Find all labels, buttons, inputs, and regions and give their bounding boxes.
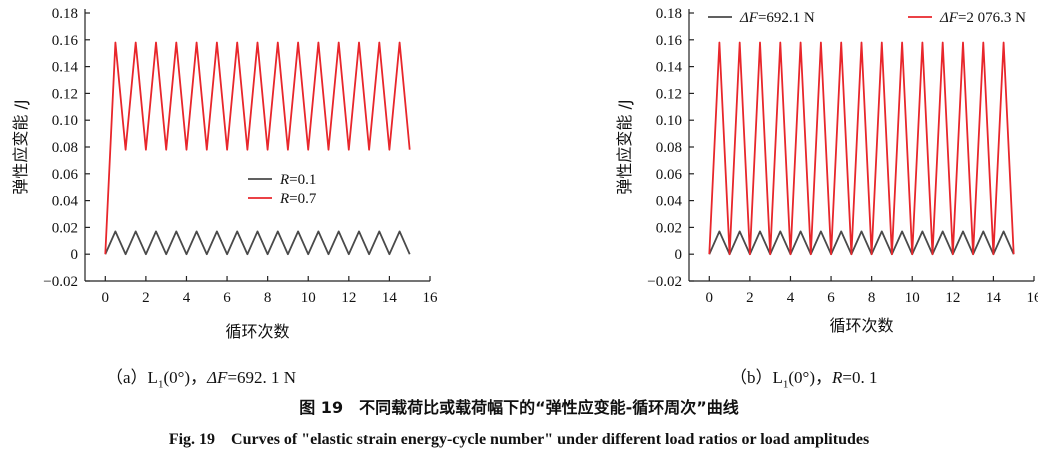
y-tick-label: 0.10 <box>656 113 682 129</box>
subcaption-b-value: =0. 1 <box>842 368 878 387</box>
x-tick-label: 2 <box>142 290 150 306</box>
subcaption-a-value: =692. 1 N <box>227 368 297 387</box>
y-tick-label: 0.14 <box>52 60 79 76</box>
subcaption-b-variable: R <box>832 368 843 387</box>
series-line-1 <box>708 230 1015 256</box>
x-tick-label: 0 <box>706 290 714 306</box>
legend-label-1: R=0.1 <box>279 172 316 188</box>
figure-caption-chinese: 图 19 不同载荷比或载荷幅下的“弹性应变能-循环周次”曲线 <box>299 398 739 417</box>
y-tick-label: 0.06 <box>656 167 683 183</box>
subcaption-a-variable: ΔF <box>207 368 228 387</box>
x-tick-label: 2 <box>746 290 754 306</box>
y-tick-label: −0.02 <box>43 274 78 290</box>
x-axis-title: 循环次数 <box>829 316 893 335</box>
x-tick-label: 0 <box>102 290 110 306</box>
y-tick-label: 0.08 <box>656 140 682 156</box>
subcaption-b-subscript: 1 <box>782 378 789 391</box>
subcaption-a-prefix: （a）L <box>106 368 158 387</box>
y-tick-label: 0.02 <box>656 220 682 236</box>
series-line-2 <box>708 41 1015 256</box>
legend-label-2: ΔF=2 076.3 N <box>939 10 1026 26</box>
y-axis-title: 弹性应变能 /J <box>11 99 30 194</box>
x-tick-label: 4 <box>787 290 795 306</box>
legend-label-1: ΔF=692.1 N <box>739 10 815 26</box>
x-tick-label: 14 <box>382 290 398 306</box>
y-tick-label: 0.04 <box>52 194 79 210</box>
x-tick-label: 10 <box>301 290 316 306</box>
x-tick-label: 16 <box>423 290 439 306</box>
y-tick-label: 0.12 <box>656 86 682 102</box>
y-tick-label: 0.08 <box>52 140 78 156</box>
x-tick-label: 4 <box>183 290 191 306</box>
series-line-2 <box>104 41 411 255</box>
chart-a: −0.02 0 0.02 0.04 0.06 0.08 0.10 0.12 0.14 0.16 0.… <box>11 6 438 341</box>
x-tick-label: 14 <box>986 290 1002 306</box>
x-tick-label: 12 <box>341 290 356 306</box>
subcaption-a-angle: (0°)， <box>163 368 208 387</box>
y-tick-label: 0.04 <box>656 194 683 210</box>
figure-caption-english: Fig. 19 Curves of "elastic strain energy… <box>168 431 870 448</box>
y-tick-label: 0.14 <box>656 60 683 76</box>
x-tick-label: 10 <box>905 290 920 306</box>
subcaption-b-prefix: （b）L <box>730 368 783 387</box>
y-axis-title: 弹性应变能 /J <box>615 99 634 194</box>
y-tick-label: 0.06 <box>52 167 79 183</box>
y-tick-label: −0.02 <box>647 274 682 290</box>
x-axis-title: 循环次数 <box>225 322 289 341</box>
y-tick-label: 0 <box>71 247 79 263</box>
subcaption-b: （b）L1(0°)，R=0. 1 <box>730 363 878 390</box>
y-tick-label: 0.16 <box>656 33 683 49</box>
y-tick-label: 0.12 <box>52 86 78 102</box>
x-tick-label: 16 <box>1027 290 1038 306</box>
x-tick-label: 8 <box>264 290 272 306</box>
x-tick-label: 6 <box>827 290 835 306</box>
y-tick-label: 0.18 <box>52 6 78 22</box>
series-line-1 <box>104 230 411 256</box>
subcaption-a: （a）L1(0°)，ΔF=692. 1 N <box>106 363 296 390</box>
x-tick-label: 6 <box>223 290 231 306</box>
chart-b: −0.02 0 0.02 0.04 0.06 0.08 0.10 0.12 0.14 0.16 0.… <box>615 6 1038 335</box>
x-tick-label: 8 <box>868 290 876 306</box>
x-tick-label: 12 <box>945 290 960 306</box>
y-tick-label: 0 <box>675 247 683 263</box>
subcaption-b-angle: (0°)， <box>788 368 833 387</box>
legend-label-2: R=0.7 <box>279 191 317 207</box>
y-tick-label: 0.02 <box>52 220 78 236</box>
y-tick-label: 0.16 <box>52 33 79 49</box>
y-tick-label: 0.18 <box>656 6 682 22</box>
y-tick-label: 0.10 <box>52 113 78 129</box>
subcaption-a-subscript: 1 <box>157 378 164 391</box>
